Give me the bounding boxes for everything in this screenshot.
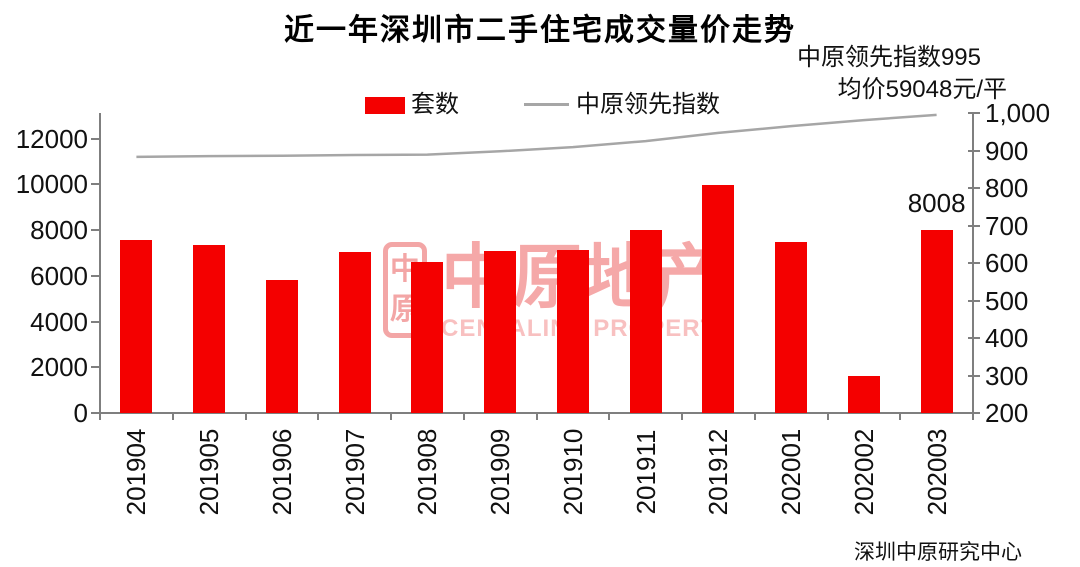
x-axis-tick: [899, 413, 902, 420]
right-axis-tick: [968, 337, 980, 339]
left-axis-label: 0: [73, 398, 88, 428]
left-axis-tick: [91, 320, 100, 323]
legend: 套数 中原领先指数: [0, 90, 1080, 120]
x-axis-tick: [390, 413, 392, 420]
bar: [338, 251, 371, 413]
right-axis-label: 300: [985, 360, 1029, 391]
legend-bar-label: 套数: [411, 91, 459, 118]
right-axis-tick: [968, 149, 980, 152]
bar: [920, 229, 953, 413]
left-axis-label: 6000: [30, 260, 88, 291]
x-category-label: 201909: [485, 428, 516, 516]
right-axis-label: 1,000: [985, 98, 1051, 128]
x-axis-tick: [317, 413, 320, 420]
right-axis-label: 600: [985, 248, 1029, 278]
left-axis-tick: [91, 366, 100, 369]
x-category-label: 201912: [703, 428, 734, 516]
right-axis-label: 800: [985, 173, 1029, 203]
left-axis-label: 4000: [30, 306, 88, 337]
x-category-label: 202002: [848, 428, 879, 516]
right-axis-label: 900: [985, 135, 1029, 166]
right-axis-label: 700: [985, 210, 1029, 241]
left-axis-label: 8000: [30, 215, 88, 246]
bar: [556, 250, 589, 413]
annotation-avg-price: 均价59048元/平: [837, 76, 1007, 103]
legend-line-label: 中原领先指数: [576, 91, 720, 118]
x-category-label: 201905: [194, 428, 225, 516]
right-axis-tick: [968, 299, 980, 302]
legend-line-swatch: [524, 103, 569, 106]
bar: [775, 241, 808, 413]
right-axis-tick: [968, 112, 980, 114]
x-axis-tick: [681, 413, 683, 420]
plot-area: 0 2000 4000 6000 8000 10000 12000 200 300 400 500 6…: [16, 99, 1050, 515]
bar: [193, 244, 226, 413]
x-category-label: 201908: [412, 428, 443, 516]
x-axis-tick: [608, 413, 611, 420]
bar: [702, 185, 735, 413]
left-axis-tick: [91, 229, 100, 232]
legend-bar-swatch: [365, 97, 405, 114]
right-axis-label: 400: [985, 323, 1029, 353]
right-axis-label: 500: [985, 285, 1029, 316]
right-axis-tick: [968, 187, 980, 189]
y-axis-left: [99, 113, 101, 413]
bar: [847, 375, 880, 413]
x-axis-tick: [171, 413, 174, 420]
left-axis-label: 2000: [30, 352, 88, 383]
bar: [411, 261, 444, 413]
annotation-index-value: 中原领先指数995: [796, 44, 981, 71]
chart-title: 近一年深圳市二手住宅成交量价走势: [284, 14, 796, 47]
x-axis-tick: [99, 413, 101, 420]
right-axis-label: 200: [985, 398, 1029, 428]
index-line: [136, 113, 937, 159]
x-category-label: 202003: [921, 428, 952, 516]
left-axis-label: 10000: [15, 169, 88, 200]
source-label: 深圳中原研究中心: [854, 541, 1022, 564]
left-axis-tick: [91, 274, 100, 277]
x-axis-tick: [462, 413, 465, 420]
right-axis-tick: [968, 224, 980, 227]
x-axis-tick: [244, 413, 247, 420]
left-axis-tick: [91, 412, 100, 414]
x-category-label: 202001: [776, 428, 807, 516]
x-category-label: 201906: [266, 428, 297, 516]
annotation-block: 中原领先指数995 均价59048元/平: [797, 42, 1007, 106]
right-axis-tick: [968, 262, 980, 264]
bar: [629, 230, 662, 413]
bar: [120, 240, 153, 413]
right-axis-tick: [968, 374, 980, 377]
x-axis-tick: [753, 413, 756, 420]
x-category-label: 201910: [557, 428, 588, 516]
x-category-label: 201904: [121, 428, 152, 516]
left-axis-tick: [91, 183, 100, 186]
bar-value-label: 8008: [907, 187, 966, 218]
x-axis-tick: [826, 413, 829, 420]
left-axis-label: 12000: [15, 123, 88, 154]
x-category-label: 201911: [630, 429, 661, 515]
x-axis-tick: [535, 413, 538, 420]
bar: [484, 251, 517, 413]
right-axis-tick: [968, 412, 980, 414]
x-category-label: 201907: [339, 428, 370, 516]
x-axis-tick: [972, 413, 974, 420]
bar: [265, 280, 298, 413]
left-axis-tick: [91, 137, 100, 140]
